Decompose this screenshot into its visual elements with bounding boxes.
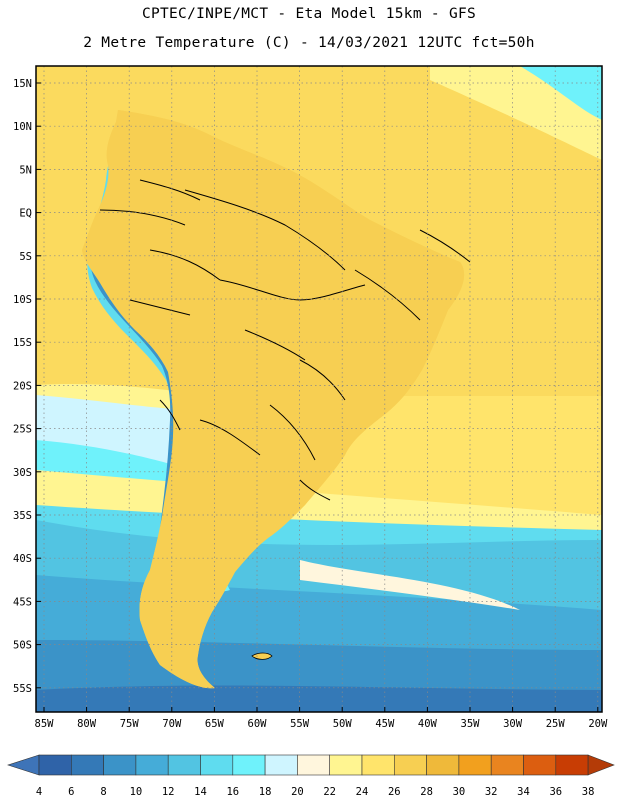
colorbar-label: 16: [226, 786, 239, 798]
lon-label: 65W: [205, 718, 225, 730]
lat-label: 15N: [13, 78, 32, 90]
colorbar-swatch: [523, 754, 557, 776]
country-borders: [81, 109, 471, 689]
colorbar-label: 14: [194, 786, 207, 798]
lon-label: 50W: [333, 718, 353, 730]
colorbar-swatch: [490, 754, 524, 776]
colorbar: [7, 754, 615, 776]
colorbar-swatch: [38, 754, 72, 776]
lat-label: 20S: [13, 380, 32, 392]
lon-label: 60W: [248, 718, 268, 730]
map-frame: [35, 65, 603, 713]
colorbar-label: 36: [549, 786, 562, 798]
lat-label: EQ: [19, 208, 32, 220]
lat-label: 50S: [13, 640, 32, 652]
colorbar-low-arrow: [7, 754, 40, 776]
colorbar-swatch: [329, 754, 363, 776]
lat-label: 25S: [13, 424, 32, 436]
colorbar-label: 34: [517, 786, 530, 798]
lon-label: 55W: [290, 718, 310, 730]
lat-label: 5S: [19, 251, 32, 263]
colorbar-swatch: [103, 754, 137, 776]
lon-label: 35W: [461, 718, 481, 730]
lon-label: 80W: [77, 718, 97, 730]
colorbar-label: 20: [291, 786, 304, 798]
colorbar-high-arrow: [587, 754, 615, 776]
colorbar-swatch: [426, 754, 460, 776]
map-subtitle: 2 Metre Temperature (C) - 14/03/2021 12U…: [83, 35, 535, 51]
lon-label: 30W: [503, 718, 523, 730]
lon-label: 45W: [375, 718, 395, 730]
colorbar-label: 4: [36, 786, 42, 798]
colorbar-label: 38: [582, 786, 595, 798]
lat-label: 5N: [19, 164, 32, 176]
colorbar-label: 10: [130, 786, 143, 798]
colorbar-label: 28: [420, 786, 433, 798]
lon-label: 20W: [588, 718, 608, 730]
colorbar-swatch: [297, 754, 330, 776]
lon-label: 40W: [418, 718, 438, 730]
lat-label: 10N: [13, 121, 32, 133]
colorbar-swatch: [393, 754, 427, 776]
lon-label: 70W: [162, 718, 182, 730]
colorbar-swatch: [135, 754, 169, 776]
colorbar-label: 18: [259, 786, 272, 798]
colorbar-swatch: [200, 754, 234, 776]
lat-label: 15S: [13, 337, 32, 349]
lon-label: 85W: [35, 718, 55, 730]
lon-label: 25W: [546, 718, 566, 730]
colorbar-label: 12: [162, 786, 175, 798]
colorbar-swatch: [167, 754, 201, 776]
colorbar-swatch: [458, 754, 492, 776]
colorbar-swatch: [264, 754, 298, 776]
colorbar-swatch: [361, 754, 395, 776]
falkland-islands: [251, 652, 273, 660]
colorbar-label: 8: [100, 786, 106, 798]
lat-label: 10S: [13, 294, 32, 306]
colorbar-label: 26: [388, 786, 401, 798]
lat-label: 30S: [13, 467, 32, 479]
lat-label: 55S: [13, 683, 32, 695]
colorbar-label: 24: [356, 786, 369, 798]
colorbar-swatch: [232, 754, 266, 776]
map-title: CPTEC/INPE/MCT - Eta Model 15km - GFS: [141, 6, 477, 22]
lat-label: 45S: [13, 596, 32, 608]
lat-label: 40S: [13, 553, 32, 565]
lon-label: 75W: [120, 718, 140, 730]
colorbar-swatch: [555, 754, 589, 776]
colorbar-label: 6: [68, 786, 74, 798]
lat-label: 35S: [13, 510, 32, 522]
colorbar-label: 22: [323, 786, 336, 798]
colorbar-label: 30: [453, 786, 466, 798]
colorbar-swatch: [71, 754, 104, 776]
colorbar-label: 32: [485, 786, 498, 798]
